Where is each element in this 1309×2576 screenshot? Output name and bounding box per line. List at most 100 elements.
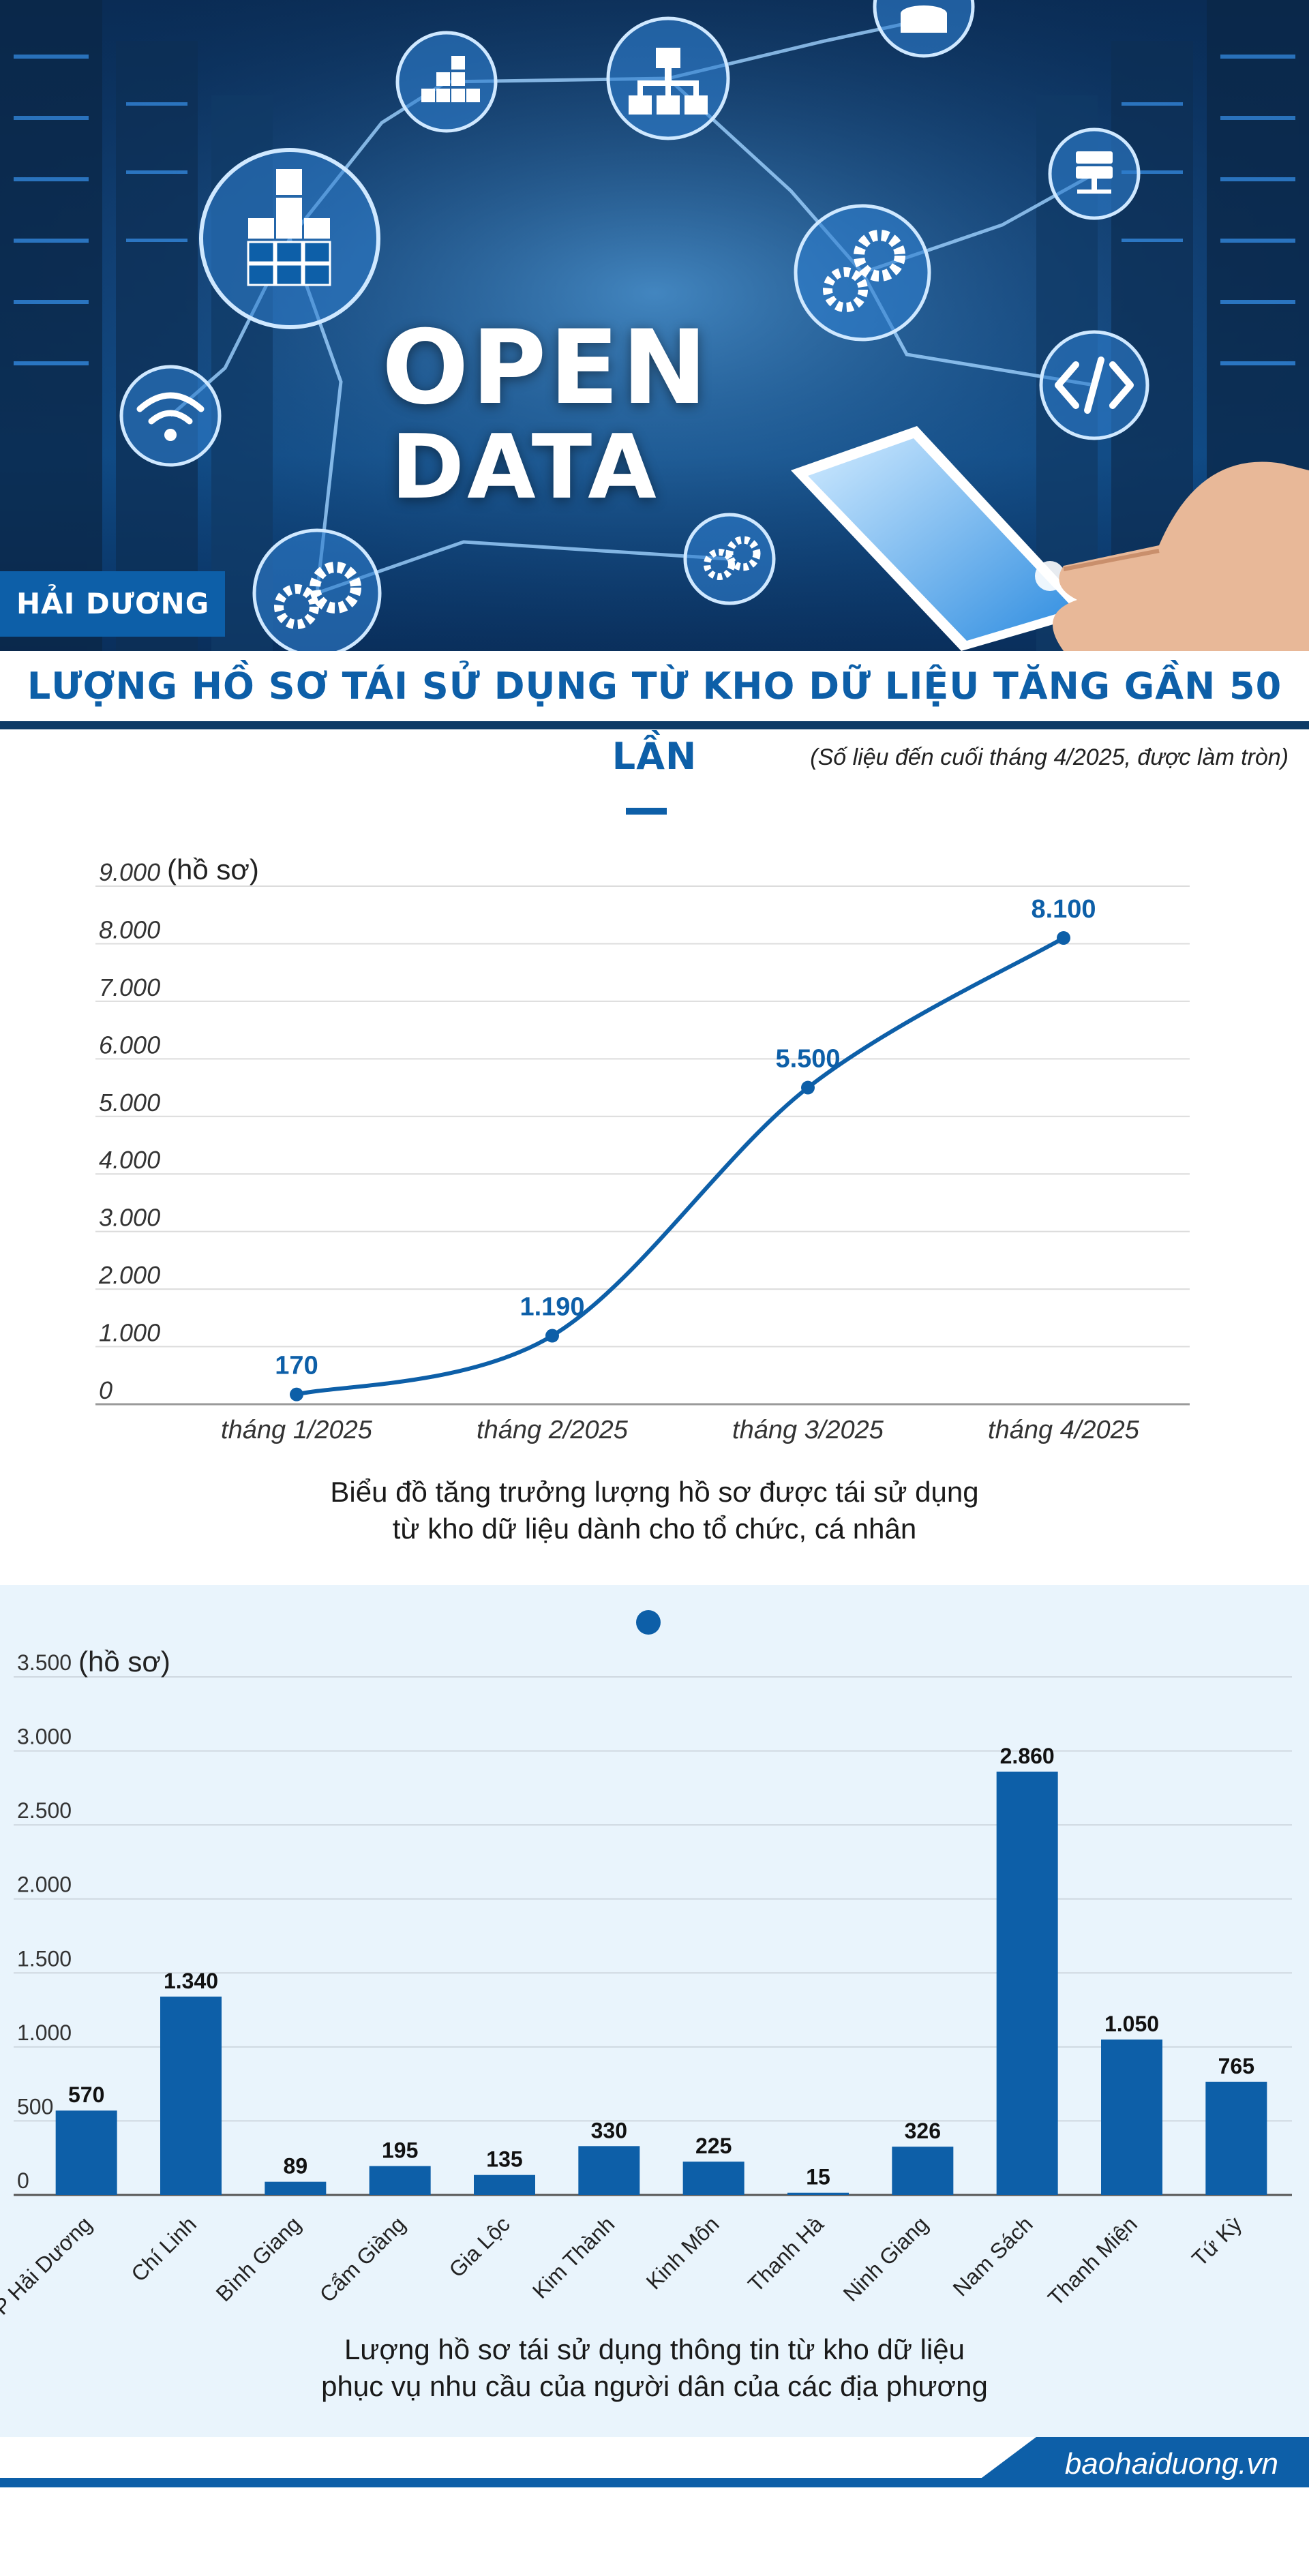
line-y-tick-label: 7.000 xyxy=(99,973,160,1001)
line-y-tick-label: 3.000 xyxy=(99,1204,160,1232)
bar-caption-line-2: phục vụ nhu cầu của người dân của các đị… xyxy=(321,2370,988,2402)
line-x-tick-label: tháng 3/2025 xyxy=(732,1416,884,1444)
bar xyxy=(1205,2081,1267,2195)
line-data-label: 5.500 xyxy=(775,1045,840,1074)
hero-word-open: OPEN xyxy=(382,309,710,427)
bar-chart-y-ticks: 0 500 1.000 1.500 2.000 2.500 3.000 3.500 xyxy=(17,1650,72,2193)
bar-x-tick-label: TP Hải Dương xyxy=(0,2211,97,2324)
bar-data-label: 1.340 xyxy=(164,1969,218,1993)
line-data-point xyxy=(290,1387,303,1401)
line-chart-series-line xyxy=(296,936,1065,1397)
line-chart-caption: Biểu đồ tăng trưởng lượng hồ sơ được tái… xyxy=(0,1474,1309,1547)
code-icon xyxy=(1039,330,1149,440)
bar-data-label: 89 xyxy=(284,2154,308,2179)
line-chart-points xyxy=(290,931,1070,1401)
bar-x-tick-label: Kim Thành xyxy=(528,2211,619,2303)
bar xyxy=(265,2181,327,2195)
bar-data-label: 1.050 xyxy=(1104,2012,1159,2036)
line-data-label: 8.100 xyxy=(1031,895,1096,924)
bar xyxy=(682,2162,744,2195)
hero-illustration xyxy=(0,0,1309,651)
line-y-tick-label: 6.000 xyxy=(99,1031,160,1059)
line-chart-grid xyxy=(95,885,1190,1406)
bar-chart-icon xyxy=(199,148,380,329)
line-data-label: 170 xyxy=(275,1352,318,1380)
bar xyxy=(787,2192,849,2195)
bar-chart-caption: Lượng hồ sơ tái sử dụng thông tin từ kho… xyxy=(0,2331,1309,2405)
line-data-label: 1.190 xyxy=(520,1293,584,1322)
gears-icon xyxy=(794,204,931,342)
bar-data-label: 765 xyxy=(1218,2054,1254,2078)
bar-data-label: 330 xyxy=(591,2118,627,2142)
line-data-point xyxy=(545,1329,559,1343)
bar-y-tick-label: 2.000 xyxy=(17,1873,72,1897)
bar-data-label: 2.860 xyxy=(1000,1744,1055,1768)
line-y-tick-label: 0 xyxy=(99,1376,112,1404)
hand-illustration xyxy=(1053,461,1309,651)
region-badge: HẢI DƯƠNG xyxy=(0,571,225,637)
bar-chart-data-labels: 570 1.340 89 195 135 330 225 15 326 2.860 1.050 765 xyxy=(68,1744,1254,2189)
line-y-tick-label: 8.000 xyxy=(99,915,160,943)
gears-icon-center xyxy=(683,513,776,605)
footer-band xyxy=(0,2437,1309,2487)
footer xyxy=(0,2437,1309,2576)
hierarchy-icon xyxy=(606,16,730,140)
section-marker-dot xyxy=(636,1610,661,1635)
bar-y-tick-label: 3.500 xyxy=(17,1650,72,1675)
hero-word-data: DATA xyxy=(391,415,659,519)
bar-x-tick-label: Thanh Hà xyxy=(743,2211,828,2297)
line-y-tick-label: 5.000 xyxy=(99,1089,160,1117)
line-data-point xyxy=(801,1080,815,1095)
title-bar: LƯỢNG HỒ SƠ TÁI SỬ DỤNG TỪ KHO DỮ LIỆU T… xyxy=(0,651,1309,778)
gears-icon-bottom xyxy=(252,528,382,651)
database-icon xyxy=(873,0,975,58)
line-y-tick-label: 9.000 xyxy=(99,858,160,886)
bar-caption-line-1: Lượng hồ sơ tái sử dụng thông tin từ kho… xyxy=(344,2333,965,2365)
bar-data-label: 135 xyxy=(486,2147,522,2172)
line-y-tick-label: 1.000 xyxy=(99,1319,160,1347)
line-y-tick-label: 4.000 xyxy=(99,1146,160,1174)
bar-data-label: 570 xyxy=(68,2082,104,2107)
bar xyxy=(369,2166,431,2195)
line-chart-x-ticks: tháng 1/2025 tháng 2/2025 tháng 3/2025 thán… xyxy=(221,1416,1140,1444)
line-caption-line-1: Biểu đồ tăng trưởng lượng hồ sơ được tái… xyxy=(330,1476,979,1508)
bar-chart-icon-small xyxy=(395,31,498,133)
line-chart-y-label: (hồ sơ) xyxy=(167,853,259,885)
bar-y-tick-label: 3.000 xyxy=(17,1725,72,1749)
bar-chart-x-ticks: TP Hải Dương Chí Linh Bình Giang Cẩm Giàng G… xyxy=(0,2211,1246,2324)
source-credit: baohaiduong.vn xyxy=(1064,2447,1278,2481)
bar xyxy=(1101,2040,1162,2195)
bar-y-tick-label: 0 xyxy=(17,2168,29,2193)
bar-data-label: 15 xyxy=(806,2165,830,2189)
wifi-icon xyxy=(119,365,222,467)
bar-y-tick-label: 2.500 xyxy=(17,1798,72,1823)
bar xyxy=(160,1997,222,2195)
bar xyxy=(474,2175,535,2195)
bar-x-tick-label: Thanh Miện xyxy=(1043,2211,1142,2310)
section-marker-dash xyxy=(626,808,667,815)
bar-x-tick-label: Cẩm Giàng xyxy=(315,2211,410,2307)
bar-data-label: 225 xyxy=(695,2134,732,2158)
bar-x-tick-label: Ninh Giang xyxy=(839,2211,933,2306)
server-icon xyxy=(1048,127,1141,220)
line-chart: 0 1.000 2.000 3.000 4.000 5.000 6.000 7.000 8.00… xyxy=(95,853,1190,1444)
bar-data-label: 326 xyxy=(905,2119,941,2143)
data-note: (Số liệu đến cuối tháng 4/2025, được làm… xyxy=(810,744,1289,770)
bar-y-tick-label: 1.500 xyxy=(17,1946,72,1971)
bar xyxy=(55,2110,117,2195)
line-chart-data-labels: 170 1.190 5.500 8.100 xyxy=(275,895,1096,1380)
line-data-point xyxy=(1057,931,1070,945)
bar-y-tick-label: 500 xyxy=(17,2094,53,2119)
page-title: LƯỢNG HỒ SƠ TÁI SỬ DỤNG TỪ KHO DỮ LIỆU T… xyxy=(27,665,1282,778)
bar-chart-y-label: (hồ sơ) xyxy=(78,1646,170,1678)
bar-chart-bars xyxy=(55,1771,1267,2195)
bar-x-tick-label: Tứ Kỳ xyxy=(1187,2211,1246,2271)
bar-x-tick-label: Kinh Môn xyxy=(642,2211,724,2294)
line-x-tick-label: tháng 1/2025 xyxy=(221,1416,373,1444)
bar xyxy=(996,1771,1058,2195)
line-chart-y-ticks: 0 1.000 2.000 3.000 4.000 5.000 6.000 7.000 8.00… xyxy=(98,858,160,1404)
bar-x-tick-label: Gia Lộc xyxy=(445,2211,515,2282)
bar-chart-grid xyxy=(14,1676,1292,2196)
tablet-icon xyxy=(791,426,1091,651)
hero-banner: OPEN DATA HẢI DƯƠNG xyxy=(0,0,1309,651)
